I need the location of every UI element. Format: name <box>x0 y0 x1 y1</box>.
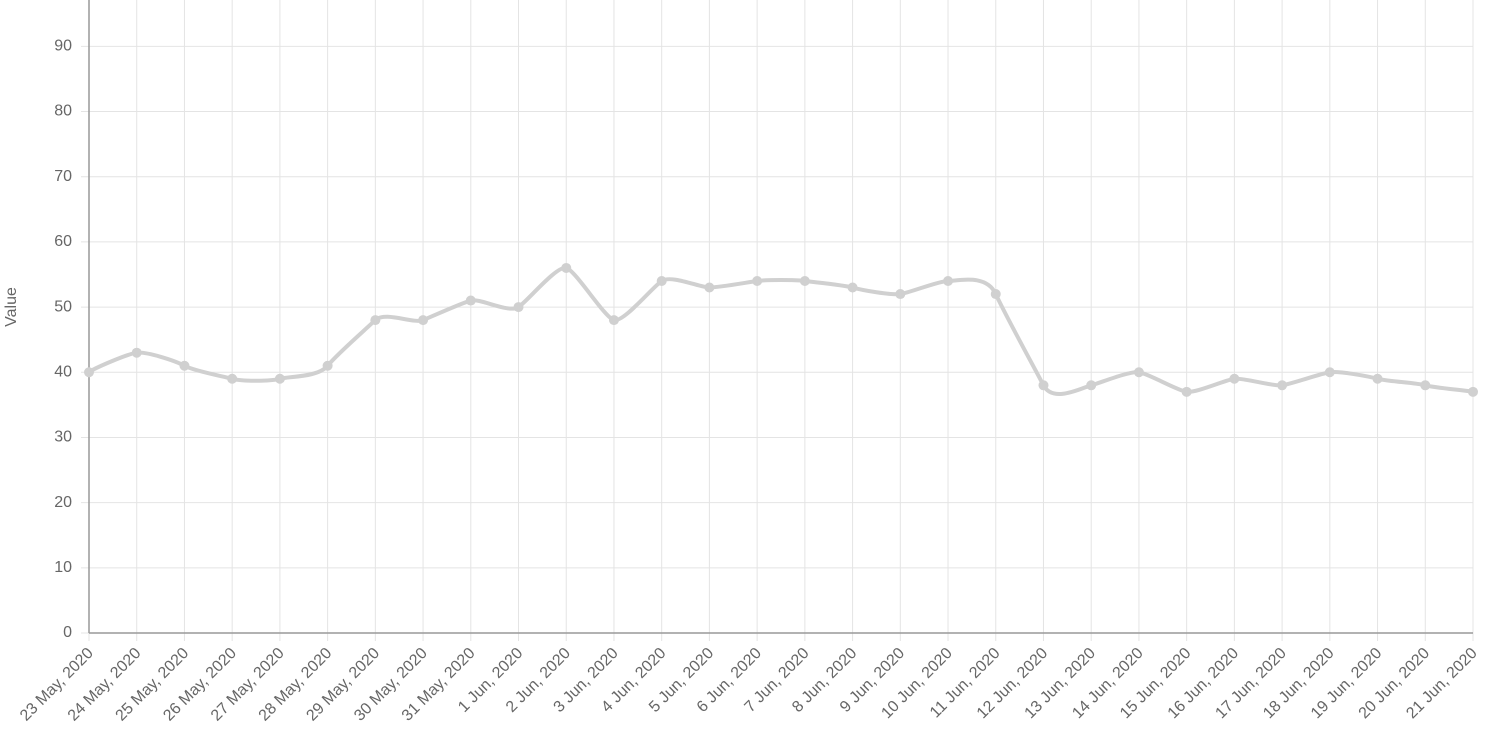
data-point <box>465 295 476 306</box>
data-point <box>1420 380 1431 391</box>
data-point <box>656 275 667 286</box>
data-point <box>752 275 763 286</box>
y-tick-label: 60 <box>54 233 72 250</box>
data-line <box>87 265 1474 396</box>
data-point <box>131 347 142 358</box>
y-tick-label: 40 <box>54 363 72 380</box>
data-point <box>704 282 715 293</box>
data-point <box>227 373 238 384</box>
y-tick-label: 20 <box>54 494 72 511</box>
data-point <box>799 275 810 286</box>
y-tick-label: 10 <box>54 559 72 576</box>
data-point <box>1133 367 1144 378</box>
data-point <box>1038 380 1049 391</box>
data-point <box>895 289 906 300</box>
data-point <box>322 360 333 371</box>
data-point <box>1372 373 1383 384</box>
data-point <box>418 315 429 326</box>
data-point <box>370 315 381 326</box>
data-point <box>1181 386 1192 397</box>
y-tick-label: 0 <box>63 624 72 641</box>
y-tick-label: 30 <box>54 429 72 446</box>
data-point <box>943 275 954 286</box>
data-point <box>274 373 285 384</box>
y-tick-label: 80 <box>54 103 72 120</box>
data-point <box>1229 373 1240 384</box>
data-point <box>847 282 858 293</box>
data-point <box>1277 380 1288 391</box>
data-point <box>608 315 619 326</box>
y-tick-label: 50 <box>54 298 72 315</box>
y-tick-label: 90 <box>54 38 72 55</box>
y-axis-title: Value <box>3 287 20 327</box>
data-point <box>513 302 524 313</box>
data-point <box>990 289 1001 300</box>
y-tick-label: 70 <box>54 168 72 185</box>
data-point <box>84 367 94 378</box>
data-point <box>1086 380 1097 391</box>
data-point <box>179 360 190 371</box>
data-point <box>1468 386 1478 397</box>
data-point <box>1324 367 1335 378</box>
data-point <box>561 262 572 273</box>
